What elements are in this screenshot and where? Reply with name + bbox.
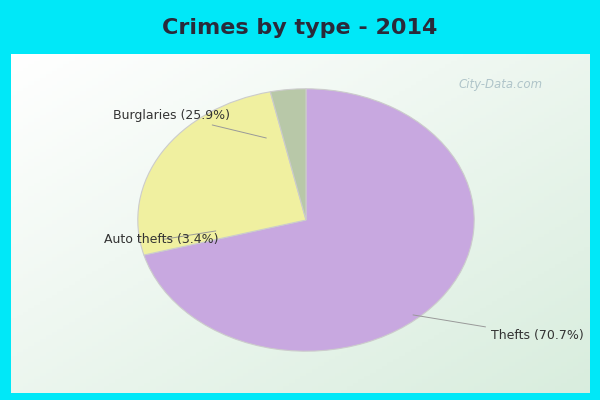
- Text: Auto thefts (3.4%): Auto thefts (3.4%): [104, 231, 218, 246]
- Text: City-Data.com: City-Data.com: [459, 78, 543, 91]
- Wedge shape: [144, 89, 474, 351]
- Wedge shape: [271, 89, 306, 220]
- Text: Crimes by type - 2014: Crimes by type - 2014: [163, 18, 437, 38]
- Wedge shape: [138, 92, 306, 255]
- Text: Burglaries (25.9%): Burglaries (25.9%): [113, 108, 266, 138]
- Text: Thefts (70.7%): Thefts (70.7%): [413, 315, 584, 342]
